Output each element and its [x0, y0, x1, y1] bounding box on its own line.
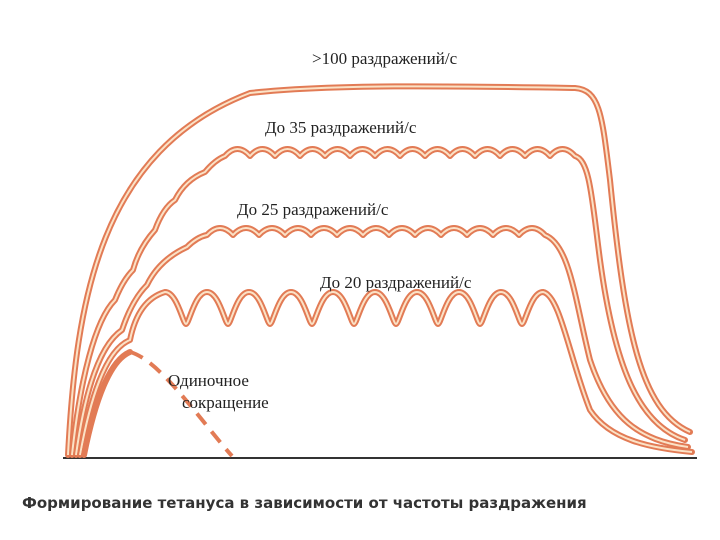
tetanus-curve	[69, 146, 688, 458]
tetanus-curve	[75, 227, 689, 456]
tetanus-curve	[71, 148, 686, 456]
single-twitch	[81, 349, 133, 458]
tetanus-curve	[79, 291, 693, 456]
tetanus-curve	[65, 83, 693, 458]
label: >100 раздражений/с	[312, 49, 458, 68]
label: сокращение	[182, 393, 269, 412]
tetanus-curve	[67, 85, 691, 456]
label: До 20 раздражений/с	[320, 273, 472, 292]
label: До 35 раздражений/с	[265, 118, 417, 137]
single-twitch-decay	[129, 350, 234, 458]
label: До 25 раздражений/с	[237, 200, 389, 219]
curves	[65, 83, 695, 458]
caption: Формирование тетануса в зависимости от ч…	[22, 494, 587, 512]
label: Одиночное	[168, 371, 249, 390]
